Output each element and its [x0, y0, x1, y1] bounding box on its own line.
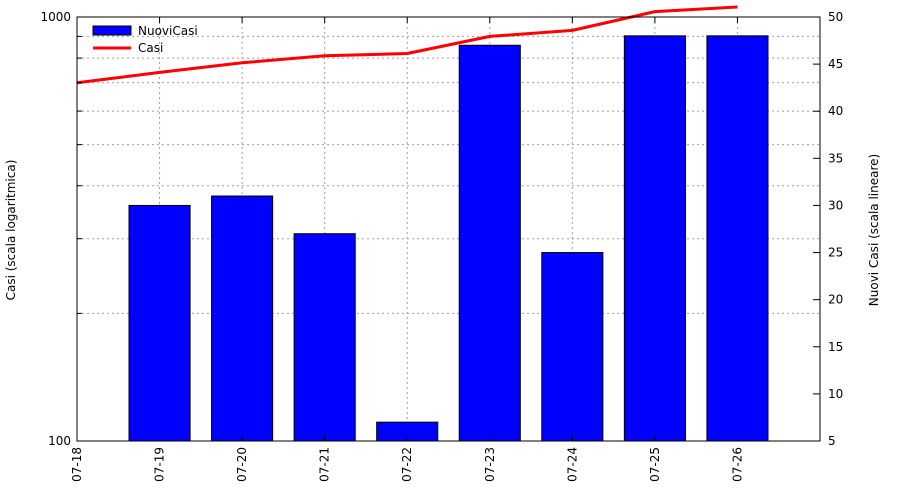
- y-right-tick-label: 45: [828, 57, 843, 71]
- y-right-tick-label: 50: [828, 10, 843, 24]
- legend-label-bar: NuoviCasi: [138, 24, 198, 38]
- plot-frame: [76, 16, 821, 442]
- x-tick-label: 07-21: [318, 447, 332, 482]
- bar-07-23: [458, 44, 521, 442]
- y-right-tick-label: 15: [828, 340, 843, 354]
- y-right-tick-label: 25: [828, 246, 843, 260]
- y-axis-left-title: Casi (scala logaritmica): [4, 160, 18, 301]
- y-left-tick-label: 1000: [40, 10, 71, 24]
- y-right-tick-label: 10: [828, 387, 843, 401]
- axis-ticks: 07-18 07-19 07-20 07-21 07-22 07-23 07-24 07-25…: [40, 10, 843, 482]
- x-tick-label: 07-19: [153, 447, 167, 482]
- y-axis-right-title: Nuovi Casi (scala lineare): [867, 154, 881, 306]
- legend-swatch-bar: [92, 25, 132, 36]
- bar-07-25: [623, 35, 686, 442]
- x-tick-label: 07-24: [565, 447, 579, 482]
- y-left-tick-label: 100: [48, 434, 71, 448]
- y-right-tick-label: 40: [828, 104, 843, 118]
- line-casi: [76, 5, 738, 85]
- legend: NuoviCasi Casi: [92, 24, 198, 55]
- x-tick-label: 07-18: [70, 447, 84, 482]
- bar-07-21: [293, 233, 356, 442]
- bar-07-24: [541, 252, 604, 442]
- line-series: [76, 5, 738, 85]
- bars: [128, 35, 769, 442]
- y-right-tick-label: 35: [828, 151, 843, 165]
- y-right-tick-label: 20: [828, 293, 843, 307]
- bar-07-26: [706, 35, 769, 442]
- x-tick-label: 07-23: [483, 447, 497, 482]
- x-tick-label: 07-25: [648, 447, 662, 482]
- bar-07-20: [211, 195, 274, 442]
- x-tick-label: 07-20: [235, 447, 249, 482]
- y-right-tick-label: 30: [828, 198, 843, 212]
- legend-label-line: Casi: [138, 41, 163, 55]
- bar-07-19: [128, 204, 191, 442]
- y-right-tick-label: 5: [828, 434, 836, 448]
- x-tick-label: 07-22: [400, 447, 414, 482]
- x-tick-label: 07-26: [730, 447, 744, 482]
